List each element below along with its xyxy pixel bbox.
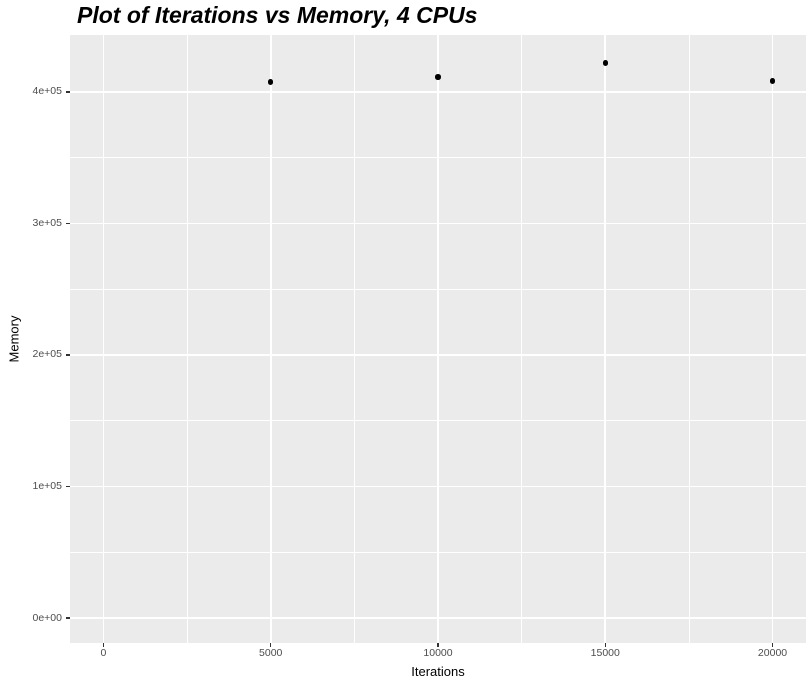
major-gridline-x: [437, 35, 439, 643]
x-tick-mark: [437, 643, 439, 647]
major-gridline-x: [604, 35, 607, 643]
x-tick-label: 5000: [259, 647, 283, 659]
minor-gridline-x: [688, 35, 690, 643]
data-point: [267, 79, 274, 85]
x-tick-label: 10000: [423, 647, 453, 659]
y-tick-mark: [66, 91, 70, 93]
y-tick-label: 2e+05: [32, 348, 63, 361]
x-tick-mark: [270, 643, 272, 647]
y-tick-label: 1e+05: [32, 479, 63, 492]
y-tick-label: 4e+05: [32, 85, 63, 98]
x-tick-mark: [604, 643, 606, 647]
data-point: [602, 60, 609, 66]
y-tick-mark: [66, 222, 70, 225]
y-tick-mark: [66, 617, 70, 619]
y-axis-title: Memory: [6, 315, 22, 363]
x-tick-label: 0: [100, 647, 107, 659]
x-tick-label: 15000: [590, 647, 620, 659]
chart-title: Plot of Iterations vs Memory, 4 CPUs: [77, 2, 478, 28]
y-tick-label: 0e+00: [32, 611, 63, 624]
y-tick-mark: [66, 354, 70, 356]
x-tick-label: 20000: [757, 647, 788, 659]
major-gridline-x: [771, 35, 774, 643]
plot-panel: [70, 35, 806, 643]
minor-gridline-x: [353, 35, 355, 643]
major-gridline-x: [102, 35, 105, 643]
major-gridline-y: [70, 354, 806, 356]
y-tick-mark: [66, 485, 70, 488]
x-axis-title: Iterations: [411, 664, 465, 679]
minor-gridline-x: [186, 35, 188, 643]
major-gridline-x: [269, 35, 272, 643]
major-gridline-y: [70, 485, 806, 488]
minor-gridline-x: [521, 35, 523, 643]
x-tick-mark: [771, 643, 774, 647]
data-point: [435, 74, 441, 80]
x-tick-mark: [102, 643, 105, 647]
major-gridline-y: [70, 617, 806, 619]
major-gridline-y: [70, 91, 806, 93]
y-tick-label: 3e+05: [32, 216, 63, 229]
major-gridline-y: [70, 222, 806, 225]
data-point: [769, 78, 776, 84]
